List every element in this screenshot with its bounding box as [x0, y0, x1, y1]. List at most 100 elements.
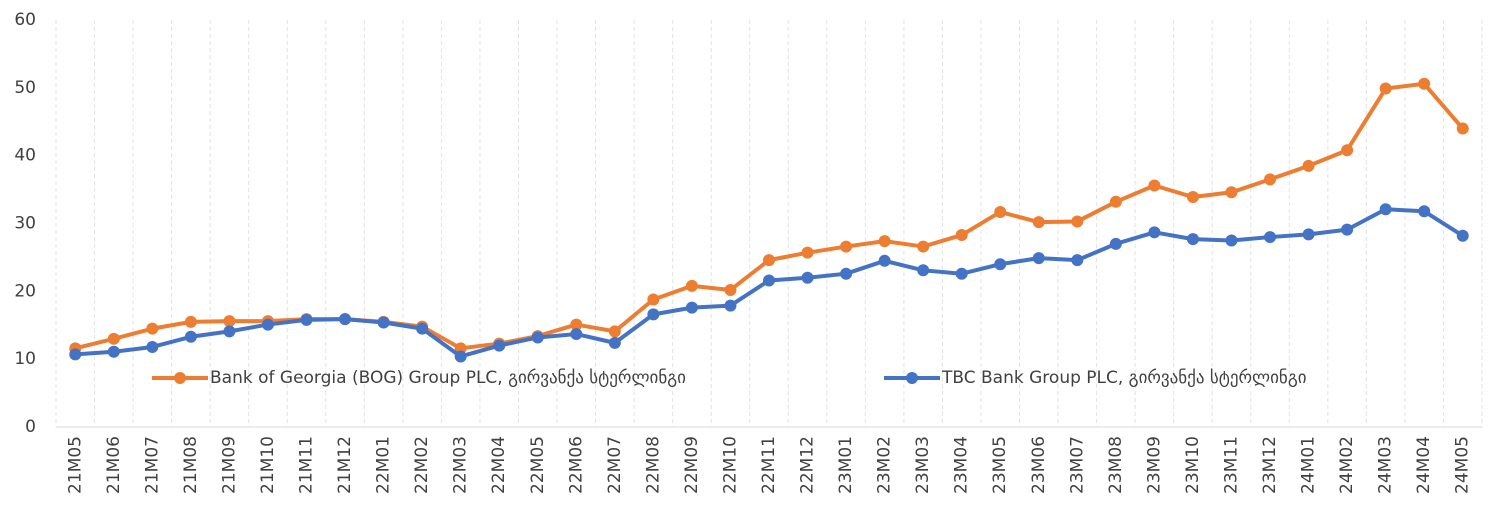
- data-point: [416, 322, 429, 335]
- data-point: [685, 279, 698, 292]
- data-point: [107, 332, 120, 345]
- data-point: [1225, 186, 1238, 199]
- data-point: [1379, 82, 1392, 95]
- data-point: [1418, 77, 1431, 90]
- x-tick-label: 23M02: [875, 436, 895, 494]
- data-point: [801, 246, 814, 259]
- data-point: [955, 229, 968, 242]
- legend-marker: [906, 372, 918, 384]
- data-point: [69, 348, 82, 361]
- data-point: [377, 316, 390, 329]
- y-tick-label: 60: [14, 10, 36, 30]
- x-tick-label: 22M03: [451, 436, 471, 494]
- data-point: [1302, 228, 1315, 241]
- data-point: [184, 330, 197, 343]
- data-point: [1032, 216, 1045, 229]
- data-point: [878, 235, 891, 248]
- data-point: [917, 264, 930, 277]
- x-tick-label: 24M01: [1299, 436, 1319, 494]
- data-point: [1109, 237, 1122, 250]
- data-point: [223, 325, 236, 338]
- data-point: [184, 315, 197, 328]
- data-point: [1302, 159, 1315, 172]
- x-tick-label: 23M06: [1029, 436, 1049, 494]
- x-tick-label: 23M05: [990, 436, 1010, 494]
- x-tick-label: 21M12: [335, 436, 355, 494]
- data-point: [994, 258, 1007, 271]
- x-tick-label: 23M09: [1144, 436, 1164, 494]
- data-point: [261, 318, 274, 331]
- x-tick-label: 24M04: [1414, 436, 1434, 494]
- x-tick-label: 22M02: [412, 436, 432, 494]
- data-point: [878, 254, 891, 267]
- y-tick-label: 50: [14, 78, 36, 98]
- data-point: [647, 308, 660, 321]
- data-point: [1379, 203, 1392, 216]
- x-tick-label: 22M11: [759, 436, 779, 494]
- x-tick-label: 23M04: [952, 436, 972, 494]
- x-tick-label: 23M11: [1221, 436, 1241, 494]
- data-point: [801, 271, 814, 284]
- data-point: [724, 299, 737, 312]
- data-point: [840, 267, 853, 280]
- data-point: [608, 336, 621, 349]
- x-tick-label: 21M06: [104, 436, 124, 494]
- x-tick-label: 23M03: [913, 436, 933, 494]
- x-tick-label: 21M09: [219, 436, 239, 494]
- data-point: [1341, 144, 1354, 157]
- x-tick-label: 21M07: [142, 436, 162, 494]
- data-point: [724, 283, 737, 296]
- y-tick-label: 20: [14, 281, 36, 301]
- x-tick-label: 21M08: [181, 436, 201, 494]
- x-tick-label: 22M01: [374, 436, 394, 494]
- data-point: [339, 313, 352, 326]
- data-point: [570, 328, 583, 341]
- x-tick-label: 22M06: [566, 436, 586, 494]
- data-point: [1186, 233, 1199, 246]
- x-tick-label: 22M10: [720, 436, 740, 494]
- data-point: [146, 322, 159, 335]
- y-tick-label: 40: [14, 146, 36, 166]
- x-tick-label: 22M12: [798, 436, 818, 494]
- data-point: [1071, 215, 1084, 228]
- data-point: [1032, 252, 1045, 265]
- x-tick-label: 22M09: [682, 436, 702, 494]
- legend-marker: [174, 372, 186, 384]
- data-point: [955, 267, 968, 280]
- data-point: [493, 339, 506, 352]
- data-point: [1264, 173, 1277, 186]
- data-point: [994, 205, 1007, 218]
- data-point: [840, 240, 853, 253]
- data-point: [1341, 223, 1354, 236]
- data-point: [531, 331, 544, 344]
- data-point: [1148, 179, 1161, 192]
- data-point: [608, 325, 621, 338]
- data-point: [1071, 254, 1084, 267]
- data-point: [1186, 191, 1199, 204]
- data-point: [454, 350, 467, 363]
- data-point: [763, 274, 775, 287]
- x-tick-label: 21M10: [258, 436, 278, 494]
- y-tick-label: 10: [14, 349, 36, 369]
- x-tick-label: 21M05: [65, 436, 85, 494]
- x-tick-label: 24M02: [1337, 436, 1357, 494]
- x-tick-label: 23M08: [1106, 436, 1126, 494]
- x-tick-label: 23M01: [836, 436, 856, 494]
- data-point: [570, 318, 583, 331]
- x-tick-label: 21M11: [297, 436, 317, 494]
- y-tick-label: 0: [25, 417, 36, 437]
- data-point: [917, 240, 930, 253]
- x-tick-label: 22M04: [489, 436, 509, 494]
- data-point: [223, 315, 236, 328]
- series-line: [74, 81, 1465, 351]
- data-point: [1109, 195, 1122, 208]
- legend-label: TBC Bank Group PLC, გირვანქა სტერლინგი: [941, 368, 1307, 388]
- x-tick-label: 22M07: [605, 436, 625, 494]
- y-tick-label: 30: [14, 214, 36, 234]
- x-tick-label: 23M07: [1067, 436, 1087, 494]
- data-point: [300, 313, 313, 326]
- x-tick-label: 24M03: [1376, 436, 1396, 494]
- x-tick-label: 22M05: [528, 436, 548, 494]
- data-point: [685, 301, 698, 314]
- data-point: [1225, 234, 1238, 247]
